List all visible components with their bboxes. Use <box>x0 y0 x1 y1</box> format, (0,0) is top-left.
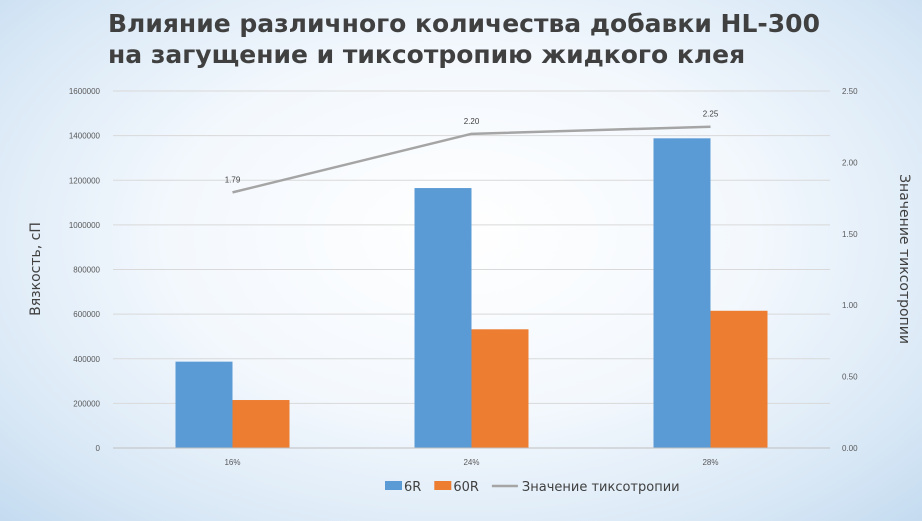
x-tick-label: 16% <box>224 458 240 467</box>
y2-axis-title: Значение тиксотропии <box>896 174 912 344</box>
y-tick-label: 1600000 <box>69 87 101 96</box>
y-tick-label: 1000000 <box>69 221 101 230</box>
thixotropy-data-label: 2.20 <box>464 117 480 126</box>
chart-title-line-2: на загущение и тиксотропию жидкого клея <box>108 40 746 69</box>
legend-label: 6R <box>404 480 421 495</box>
y2-tick-label: 2.50 <box>842 87 858 96</box>
legend: 6R 60R Значение тиксотропии <box>385 480 680 495</box>
y-tick-label: 1400000 <box>69 132 101 141</box>
y2-tick-label: 0.00 <box>842 444 858 453</box>
bar-60r <box>471 329 529 448</box>
category-labels: 16% 24% 28% <box>224 458 718 467</box>
bar-60r <box>710 310 768 448</box>
chart-title-line-1: Влияние различного количества добавки HL… <box>108 9 820 38</box>
left-axis-ticks: 0 200000 400000 600000 800000 1000000 1200000 1… <box>69 87 101 453</box>
y2-tick-label: 1.50 <box>842 230 858 239</box>
y-tick-label: 800000 <box>73 266 100 275</box>
y2-tick-label: 1.00 <box>842 301 858 310</box>
y-tick-label: 200000 <box>73 399 100 408</box>
y-tick-label: 1200000 <box>69 176 101 185</box>
bar-6r <box>414 188 472 448</box>
legend-swatch-6r <box>385 481 402 490</box>
thixotropy-data-label: 1.79 <box>225 175 241 184</box>
x-tick-label: 28% <box>702 458 718 467</box>
thixotropy-data-label: 2.25 <box>703 110 719 119</box>
y-axis-title: Вязкость, сП <box>28 222 44 316</box>
x-tick-label: 24% <box>463 458 479 467</box>
y-tick-label: 400000 <box>73 355 100 364</box>
bar-6r <box>653 138 711 449</box>
bar-6r <box>175 361 233 448</box>
legend-swatch-60r <box>434 481 452 490</box>
thixotropy-line: 1.79 2.20 2.25 <box>225 110 719 194</box>
y2-tick-label: 2.00 <box>842 158 858 167</box>
bars <box>175 138 768 449</box>
thixotropy-polyline <box>232 125 711 194</box>
y-tick-label: 600000 <box>73 310 100 319</box>
bar-60r <box>232 400 290 448</box>
legend-label: Значение тиксотропии <box>522 480 680 495</box>
legend-label: 60R <box>453 480 479 495</box>
y2-tick-label: 0.50 <box>842 373 858 382</box>
right-axis-ticks: 0.00 0.50 1.00 1.50 2.00 2.50 <box>842 87 858 453</box>
chart-title: Влияние различного количества добавки HL… <box>108 8 888 70</box>
y-tick-label: 0 <box>96 444 101 453</box>
